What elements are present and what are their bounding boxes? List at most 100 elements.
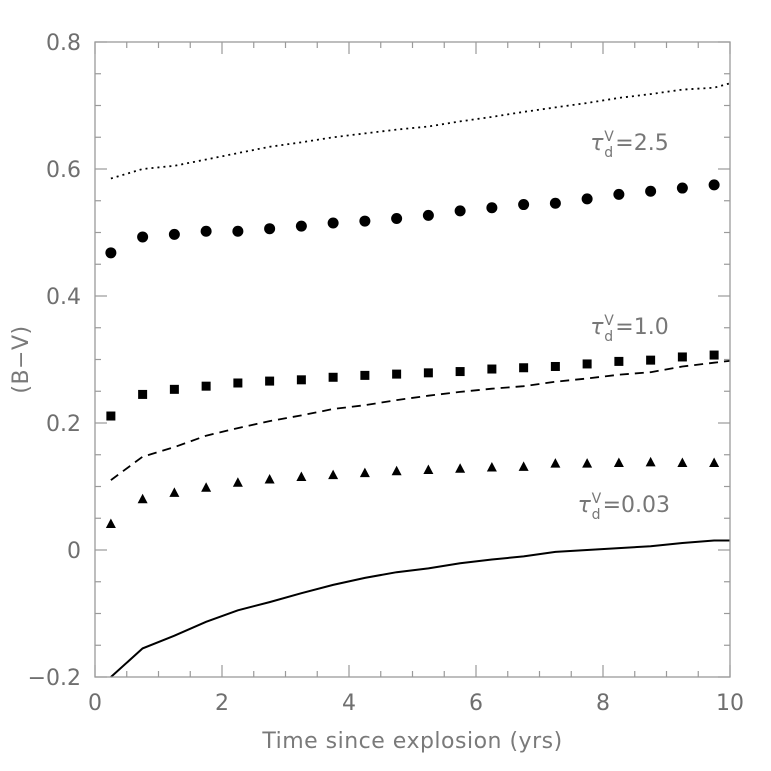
data-point-square: [138, 389, 148, 399]
data-point-square: [455, 367, 465, 377]
data-point-circle: [454, 205, 466, 217]
data-point-circle: [359, 215, 371, 227]
data-point-square: [265, 376, 275, 386]
data-point-square: [201, 381, 211, 391]
series-line-solid: [110, 539, 730, 678]
x-axis-label: Time since explosion (yrs): [261, 729, 562, 754]
data-point-circle: [676, 182, 688, 194]
data-point-triangle: [328, 469, 339, 480]
data-point-square: [677, 352, 687, 362]
y-tick-label: 0.2: [46, 412, 81, 437]
data-point-circle: [327, 217, 339, 229]
series-line-dashed: [110, 359, 731, 481]
x-tick-label: 2: [215, 691, 229, 716]
data-point-circle: [708, 179, 720, 191]
annotation-tau-symbol: τ: [590, 315, 604, 340]
data-point-circle: [168, 228, 180, 240]
data-point-square: [614, 356, 624, 366]
data-point-square: [709, 350, 719, 360]
data-point-triangle: [709, 457, 720, 468]
data-point-triangle: [137, 493, 148, 504]
data-point-triangle: [169, 487, 180, 497]
annotation-value: =0.03: [603, 493, 670, 518]
series-solid: [110, 539, 730, 678]
data-point-square: [106, 411, 116, 421]
annotation-tau: τ Vd =2.5: [590, 129, 668, 161]
annotation-subscript: d: [604, 145, 613, 161]
annotation-subscript: d: [604, 329, 613, 345]
annotation-subscript: d: [592, 507, 601, 523]
data-point-circle: [137, 231, 149, 243]
annotation-superscript: V: [604, 129, 614, 145]
data-point-circle: [581, 193, 593, 205]
data-point-triangle: [455, 463, 466, 473]
x-tick-label: 6: [469, 691, 483, 716]
data-point-triangle: [582, 458, 593, 468]
x-tick-label: 0: [88, 691, 102, 716]
series-circles: [105, 179, 720, 259]
series-dashed: [110, 359, 731, 481]
data-point-circle: [200, 225, 212, 237]
data-point-circle: [486, 202, 498, 214]
data-point-circle: [232, 225, 244, 237]
data-point-square: [582, 359, 592, 369]
annotation-value: =1.0: [615, 315, 668, 340]
annotation-value: =2.5: [615, 131, 668, 156]
data-point-square: [423, 368, 433, 378]
y-tick-label: −0.2: [28, 666, 81, 691]
data-point-square: [487, 364, 497, 374]
data-point-square: [392, 369, 402, 379]
data-point-circle: [549, 197, 561, 209]
y-tick-label: 0.4: [46, 285, 81, 310]
data-point-square: [550, 361, 560, 371]
data-point-triangle: [264, 474, 275, 484]
data-point-triangle: [359, 467, 370, 478]
annotation-superscript: V: [604, 313, 614, 329]
data-point-circle: [645, 185, 657, 197]
data-point-circle: [391, 213, 403, 225]
data-point-triangle: [645, 456, 656, 467]
data-point-circle: [264, 223, 276, 235]
plot-marks: [105, 82, 731, 678]
data-point-triangle: [677, 457, 688, 468]
annotation-tau: τ Vd =0.03: [578, 491, 670, 523]
data-point-circle: [613, 188, 625, 200]
data-point-triangle: [550, 458, 561, 468]
data-point-square: [296, 375, 306, 385]
data-point-circle: [105, 247, 117, 259]
annotation-tau-symbol: τ: [590, 131, 604, 156]
series-squares: [106, 350, 719, 421]
y-tick-label: 0.8: [46, 31, 81, 56]
data-point-circle: [295, 220, 307, 232]
data-point-circle: [518, 199, 530, 211]
data-point-square: [328, 372, 338, 382]
data-point-triangle: [105, 518, 116, 528]
data-point-circle: [422, 209, 434, 221]
data-point-triangle: [486, 461, 497, 472]
data-point-triangle: [423, 464, 434, 474]
series-dotted: [110, 82, 731, 180]
data-point-triangle: [232, 477, 243, 487]
data-point-triangle: [296, 471, 307, 481]
data-point-square: [360, 370, 370, 380]
data-point-square: [169, 384, 179, 394]
data-point-triangle: [518, 461, 529, 471]
series-triangles: [105, 456, 720, 528]
x-tick-label: 8: [596, 691, 610, 716]
y-axis-label: (B−V): [9, 325, 34, 393]
y-tick-label: 0: [67, 539, 81, 564]
data-point-triangle: [201, 482, 212, 492]
annotation-tau-symbol: τ: [578, 493, 592, 518]
x-tick-label: 4: [342, 691, 356, 716]
annotation-superscript: V: [592, 491, 602, 507]
data-point-square: [519, 363, 529, 373]
data-point-square: [233, 378, 243, 388]
series-line-dotted: [110, 82, 731, 180]
x-tick-label: 10: [716, 691, 744, 716]
annotation-tau: τ Vd =1.0: [590, 313, 668, 345]
data-point-triangle: [613, 457, 624, 468]
axis-ticks: 0 2 4 6 8 10 −0.2 0 0.2 0.4 0.6 0.8: [28, 31, 744, 716]
y-tick-label: 0.6: [46, 158, 81, 183]
data-point-square: [646, 355, 656, 365]
data-point-triangle: [391, 465, 402, 476]
